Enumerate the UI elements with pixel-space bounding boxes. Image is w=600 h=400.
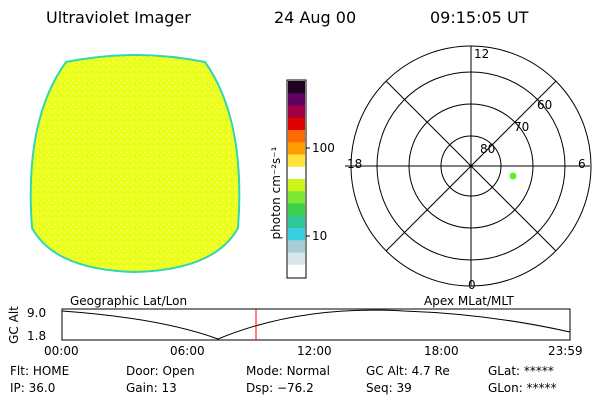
status-dsp-label: Dsp:	[246, 381, 274, 395]
mlt-label-12: 12	[474, 47, 490, 61]
status-glon-label: GLon:	[488, 381, 523, 395]
status-ip-value: 36.0	[28, 381, 56, 395]
status-dsp: Dsp: −76.2	[246, 381, 314, 395]
colorbar-band	[288, 215, 305, 229]
mlt-label-0: 0	[468, 278, 476, 292]
mlt-label-18: 18	[347, 157, 363, 171]
status-gain-value: 13	[161, 381, 177, 395]
status-flt: Flt: HOME	[10, 364, 69, 378]
colorbar-band	[288, 240, 305, 253]
satellite-position-point	[509, 172, 517, 180]
colorbar-band	[288, 179, 305, 192]
time-label: 09:15:05 UT	[430, 8, 529, 27]
y-tick-1-8: 1.8	[27, 329, 47, 343]
colorbar-band	[288, 228, 305, 241]
colorbar-tick-label-100: 100	[312, 141, 335, 155]
colorbar-unit-label: photon cm⁻²s⁻¹	[269, 146, 283, 240]
app-title: Ultraviolet Imager	[46, 8, 191, 27]
uv-image-disk	[29, 54, 241, 274]
lat-label-60: 60	[537, 98, 553, 112]
status-gc-alt-value: 4.7 Re	[411, 364, 450, 378]
y-tick-9: 9.0	[27, 306, 47, 320]
colorbar-band	[288, 130, 305, 143]
status-mode-label: Mode:	[246, 364, 283, 378]
status-mode-value: Normal	[286, 364, 330, 378]
status-mode: Mode: Normal	[246, 364, 330, 378]
status-ip-label: IP:	[10, 381, 25, 395]
status-glat-value: *****	[523, 364, 554, 378]
x-tick-2359: 23:59	[548, 344, 583, 358]
apex-coord-label: Apex MLat/MLT	[424, 294, 514, 308]
date-label: 24 Aug 00	[274, 8, 357, 27]
status-seq-value: 39	[396, 381, 412, 395]
altitude-curve	[61, 309, 571, 340]
timeline-plot	[61, 308, 571, 341]
colorbar-tick-label-10: 10	[312, 229, 328, 243]
colorbar-band	[288, 81, 305, 94]
colorbar-band	[288, 154, 305, 168]
colorbar-band	[288, 105, 305, 119]
colorbar-band	[288, 117, 305, 131]
status-gc-alt-label: GC Alt:	[366, 364, 408, 378]
colorbar-band	[288, 93, 305, 106]
status-glon-value: *****	[526, 381, 557, 395]
colorbar-band	[288, 264, 305, 278]
polar-plot	[345, 45, 592, 287]
status-seq: Seq: 39	[366, 381, 412, 395]
colorbar-band	[288, 166, 305, 180]
status-seq-label: Seq:	[366, 381, 393, 395]
gc-alt-axis-label: GC Alt	[7, 306, 21, 344]
colorbar-band	[288, 252, 305, 266]
status-flt-label: Flt:	[10, 364, 29, 378]
mlt-label-6: 6	[578, 157, 586, 171]
status-glat: GLat: *****	[488, 364, 554, 378]
geo-coord-label: Geographic Lat/Lon	[70, 294, 188, 308]
x-tick-0000: 00:00	[44, 344, 79, 358]
status-dsp-value: −76.2	[276, 381, 314, 395]
x-tick-0600: 06:00	[170, 344, 205, 358]
status-glon: GLon: *****	[488, 381, 557, 395]
status-door: Door: Open	[126, 364, 195, 378]
status-door-value: Open	[162, 364, 195, 378]
colorbar	[286, 79, 307, 279]
colorbar-band	[288, 203, 305, 217]
lat-label-70: 70	[514, 120, 530, 134]
status-door-label: Door:	[126, 364, 159, 378]
status-ip: IP: 36.0	[10, 381, 55, 395]
status-gain-label: Gain:	[126, 381, 158, 395]
status-gc-alt: GC Alt: 4.7 Re	[366, 364, 450, 378]
colorbar-band	[288, 191, 305, 204]
status-gain: Gain: 13	[126, 381, 177, 395]
colorbar-band	[288, 142, 305, 155]
polar-diagonal-2	[385, 80, 557, 252]
status-glat-label: GLat:	[488, 364, 521, 378]
x-tick-1200: 12:00	[297, 344, 332, 358]
x-tick-1800: 18:00	[424, 344, 459, 358]
status-flt-value: HOME	[32, 364, 70, 378]
lat-label-80: 80	[480, 142, 496, 156]
